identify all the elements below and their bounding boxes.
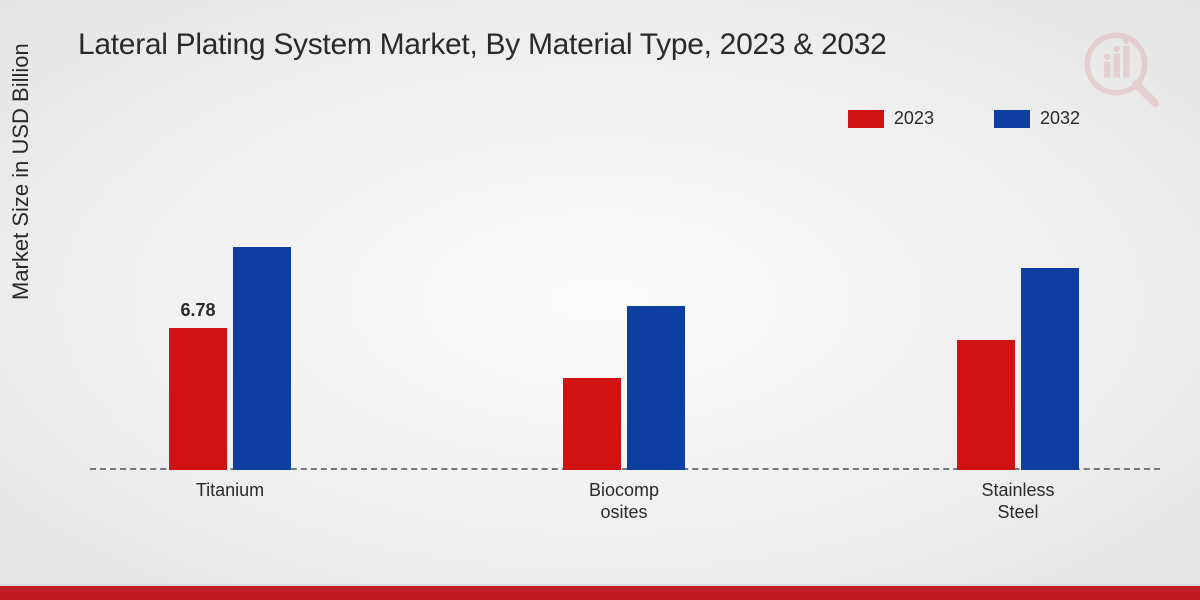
- bar-titanium-2023: 6.78: [169, 328, 227, 470]
- x-label-biocomposites: Biocomp osites: [554, 480, 694, 523]
- bar-biocomposites-2032: [627, 306, 685, 470]
- bar-value-label: 6.78: [180, 300, 215, 321]
- bar-group-stainless: Stainless Steel: [938, 268, 1098, 470]
- footer-bar: [0, 586, 1200, 600]
- x-label-stainless: Stainless Steel: [948, 480, 1088, 523]
- plot-area: 6.78 Titanium Biocomp osites Stainless S…: [90, 160, 1160, 530]
- legend-item-2032: 2032: [994, 108, 1080, 129]
- bar-group-titanium: 6.78 Titanium: [150, 247, 310, 470]
- bar-biocomposites-2023: [563, 378, 621, 470]
- x-label-titanium: Titanium: [160, 480, 300, 502]
- bar-group-biocomposites: Biocomp osites: [544, 306, 704, 470]
- legend-swatch-2032: [994, 110, 1030, 128]
- y-axis-label: Market Size in USD Billion: [8, 43, 34, 300]
- legend-label-2023: 2023: [894, 108, 934, 129]
- brand-logo-icon: [1080, 28, 1160, 108]
- bar-stainless-2032: [1021, 268, 1079, 470]
- legend-label-2032: 2032: [1040, 108, 1080, 129]
- bar-titanium-2032: [233, 247, 291, 470]
- legend-swatch-2023: [848, 110, 884, 128]
- bar-stainless-2023: [957, 340, 1015, 470]
- legend: 2023 2032: [848, 108, 1080, 129]
- chart-title: Lateral Plating System Market, By Materi…: [78, 28, 887, 62]
- legend-item-2023: 2023: [848, 108, 934, 129]
